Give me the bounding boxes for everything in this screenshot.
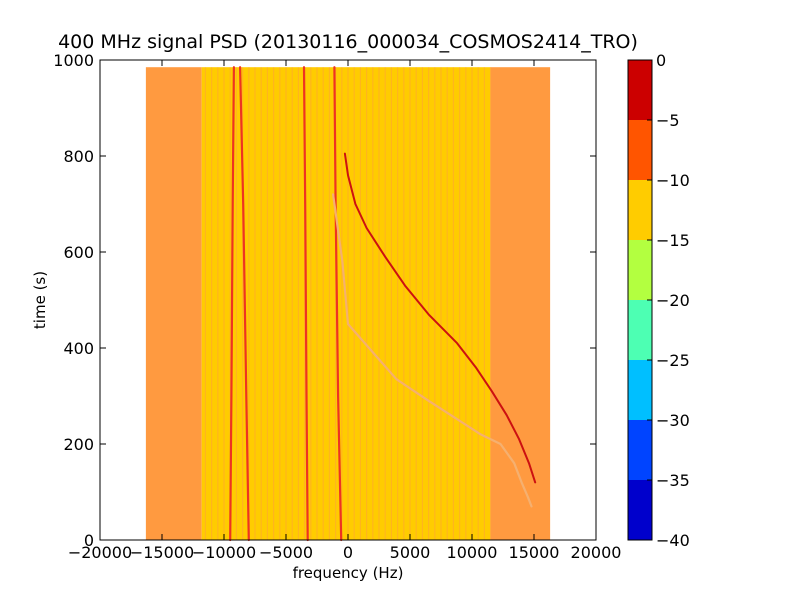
x-tick-label: 15000 bbox=[509, 543, 560, 562]
colorbar-tick-label: −30 bbox=[656, 411, 690, 430]
colorbar-band bbox=[628, 480, 652, 540]
signal-trace-5 bbox=[343, 152, 537, 484]
colorbar-band bbox=[628, 240, 652, 300]
y-tick-label: 200 bbox=[63, 435, 94, 454]
colorbar-tick-label: −25 bbox=[656, 351, 690, 370]
colorbar: −40 −35 −30 −25 −20 −15 −10 −5 0 bbox=[627, 51, 690, 550]
colorbar-tick-label: −5 bbox=[656, 111, 680, 130]
chart-title: 400 MHz signal PSD (20130116_000034_COSM… bbox=[58, 31, 638, 53]
x-tick-label: −15000 bbox=[130, 543, 194, 562]
x-tick-label: −5000 bbox=[259, 543, 313, 562]
colorbar-band bbox=[628, 120, 652, 180]
psd-region-2 bbox=[490, 67, 551, 540]
colorbar-band bbox=[628, 60, 652, 120]
y-axis-label: time (s) bbox=[31, 271, 49, 329]
spectrogram-plot-area: −20000−15000−10000 −5000 0 5000 10000 15000 20… bbox=[53, 51, 621, 562]
signal-trace-1 bbox=[239, 66, 250, 542]
psd-region-0 bbox=[145, 67, 202, 540]
y-tick-label: 0 bbox=[84, 531, 94, 550]
y-tick-label: 400 bbox=[63, 339, 94, 358]
signal-trace-3 bbox=[333, 66, 343, 542]
x-tick-label: −20000 bbox=[68, 543, 132, 562]
colorbar-tick-label: −35 bbox=[656, 471, 690, 490]
x-tick-label: 5000 bbox=[390, 543, 431, 562]
y-tick-label: 600 bbox=[63, 243, 94, 262]
y-tick-label: 1000 bbox=[53, 51, 94, 70]
x-axis-label: frequency (Hz) bbox=[293, 564, 404, 582]
colorbar-band bbox=[628, 300, 652, 360]
signal-trace-4 bbox=[332, 193, 533, 508]
signal-trace-2 bbox=[302, 66, 309, 542]
signal-trace-0 bbox=[229, 66, 235, 542]
x-tick-label: 0 bbox=[343, 543, 353, 562]
x-tick-label: 10000 bbox=[447, 543, 498, 562]
colorbar-tick-label: 0 bbox=[656, 51, 666, 70]
colorbar-band bbox=[628, 420, 652, 480]
colorbar-band bbox=[628, 180, 652, 240]
x-tick-label: 20000 bbox=[571, 543, 622, 562]
spectral-comb bbox=[204, 67, 492, 540]
x-tick-label: −10000 bbox=[192, 543, 256, 562]
colorbar-tick-label: −10 bbox=[656, 171, 690, 190]
colorbar-tick-label: −15 bbox=[656, 231, 690, 250]
colorbar-tick-label: −20 bbox=[656, 291, 690, 310]
colorbar-tick-label: −40 bbox=[656, 531, 690, 550]
colorbar-band bbox=[628, 360, 652, 420]
y-tick-label: 800 bbox=[63, 147, 94, 166]
